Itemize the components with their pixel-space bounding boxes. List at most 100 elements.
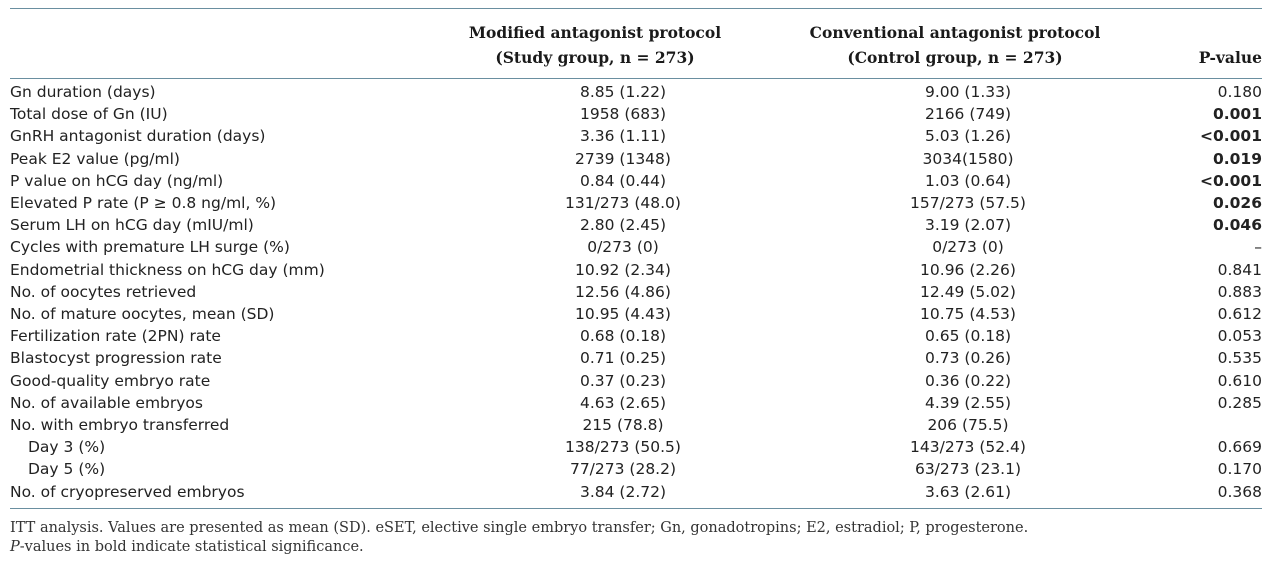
table-row: Fertilization rate (2PN) rate 0.68 (0.18)… — [10, 325, 1262, 347]
row-label: Gn duration (days) — [10, 83, 156, 101]
row-label: No. of available embryos — [10, 393, 203, 412]
control-value: 0/273 (0) — [932, 238, 1004, 257]
study-value: 8.85 (1.22) — [579, 83, 667, 101]
p-value: 0.026 — [1212, 194, 1262, 213]
p-value: 0.368 — [1217, 482, 1262, 501]
study-header-line1: Modified antagonist protocol — [468, 23, 722, 42]
study-value: 12.56 (4.86) — [575, 282, 671, 301]
p-value: 0.170 — [1217, 460, 1262, 479]
p-value: 0.669 — [1217, 438, 1262, 457]
control-value: 10.75 (4.53) — [920, 305, 1016, 324]
row-label: Total dose of Gn (IU) — [10, 105, 168, 124]
control-value: 9.00 (1.33) — [924, 83, 1012, 101]
control-value: 5.03 (1.26) — [924, 127, 1012, 146]
p-value: 0.001 — [1212, 105, 1262, 124]
control-value: 3.63 (2.61) — [924, 482, 1012, 501]
results-table: Gn duration (days) 8.85 (1.22) 9.00 (1.33)… — [10, 81, 1262, 503]
p-value: 0.180 — [1217, 83, 1262, 101]
p-value: <0.001 — [1199, 127, 1262, 146]
study-value: 1958 (683) — [579, 105, 667, 124]
study-value: 10.92 (2.34) — [575, 260, 671, 279]
study-group-header: Modified antagonist protocol (Study grou… — [430, 20, 760, 70]
control-header-line1: Conventional antagonist protocol — [809, 23, 1101, 42]
table-row: Cycles with premature LH surge (%) 0/273 … — [10, 236, 1262, 258]
p-value: – — [1254, 238, 1262, 257]
table-row: Good-quality embryo rate 0.37 (0.23) 0.36 … — [10, 370, 1262, 392]
p-value: 0.612 — [1217, 305, 1262, 324]
row-label: Good-quality embryo rate — [10, 371, 211, 390]
row-label: Day 5 (%) — [28, 460, 106, 479]
control-value: 0.73 (0.26) — [924, 349, 1012, 368]
control-value: 3.19 (2.07) — [924, 216, 1012, 235]
control-value: 4.39 (2.55) — [924, 393, 1012, 412]
header-rule — [10, 78, 1262, 79]
p-value: 0.535 — [1217, 349, 1262, 368]
study-value: 10.95 (4.43) — [575, 305, 671, 324]
table-row: Gn duration (days) 8.85 (1.22) 9.00 (1.33)… — [10, 81, 1262, 103]
study-value: 77/273 (28.2) — [569, 460, 677, 479]
study-value: 0.37 (0.23) — [579, 371, 667, 390]
study-value: 0/273 (0) — [587, 238, 659, 257]
control-value: 0.65 (0.18) — [924, 327, 1012, 346]
row-label: Endometrial thickness on hCG day (mm) — [10, 260, 325, 279]
row-label: Cycles with premature LH surge (%) — [10, 238, 290, 257]
study-value: 131/273 (48.0) — [565, 194, 681, 213]
p-value — [1148, 414, 1262, 436]
table-row: GnRH antagonist duration (days) 3.36 (1.1… — [10, 125, 1262, 147]
top-rule — [10, 8, 1262, 9]
table-row: No. with embryo transferred 215 (78.8) 206… — [10, 414, 1262, 436]
table-footnote: ITT analysis. Values are presented as me… — [10, 519, 1260, 557]
p-value: 0.046 — [1212, 216, 1262, 235]
p-value: 0.841 — [1217, 260, 1262, 279]
row-label: Elevated P rate (P ≥ 0.8 ng/ml, %) — [10, 194, 277, 213]
control-value: 157/273 (57.5) — [910, 194, 1026, 213]
control-value: 10.96 (2.26) — [920, 260, 1016, 279]
row-label: Peak E2 value (pg/ml) — [10, 149, 180, 168]
study-value: 3.36 (1.11) — [579, 127, 667, 146]
p-value: 0.883 — [1217, 282, 1262, 301]
row-label: No. of oocytes retrieved — [10, 282, 197, 301]
study-header-line2: (Study group, n = 273) — [495, 48, 695, 67]
table-row: Endometrial thickness on hCG day (mm) 10.… — [10, 259, 1262, 281]
bottom-rule — [10, 508, 1262, 509]
row-label: Day 3 (%) — [28, 438, 106, 457]
table-row: Total dose of Gn (IU) 1958 (683) 2166 (749… — [10, 103, 1262, 125]
results-table-body: Gn duration (days) 8.85 (1.22) 9.00 (1.33)… — [10, 81, 1262, 503]
table-row: No. of cryopreserved embryos 3.84 (2.72) 3… — [10, 481, 1262, 503]
row-label: P value on hCG day (ng/ml) — [10, 171, 224, 190]
study-value: 2.80 (2.45) — [579, 216, 667, 235]
footnote-line1: ITT analysis. Values are presented as me… — [10, 520, 1029, 536]
row-label: No. with embryo transferred — [10, 416, 230, 435]
control-value: 63/273 (23.1) — [914, 460, 1022, 479]
study-value: 0.84 (0.44) — [579, 171, 667, 190]
row-label: No. of mature oocytes, mean (SD) — [10, 305, 275, 324]
footnote-line2-text: -values in bold indicate statistical sig… — [19, 539, 364, 555]
row-label: Fertilization rate (2PN) rate — [10, 327, 221, 346]
control-value: 3034(1580) — [922, 149, 1014, 168]
p-value: 0.053 — [1217, 327, 1262, 346]
control-group-header: Conventional antagonist protocol (Contro… — [775, 20, 1135, 70]
p-value: 0.019 — [1212, 149, 1262, 168]
control-value: 0.36 (0.22) — [924, 371, 1012, 390]
row-label: Blastocyst progression rate — [10, 349, 222, 368]
table-row: Blastocyst progression rate 0.71 (0.25) 0.… — [10, 347, 1262, 369]
study-value: 3.84 (2.72) — [579, 482, 667, 501]
control-value: 143/273 (52.4) — [910, 438, 1026, 457]
p-value: <0.001 — [1199, 171, 1262, 190]
table-row: No. of oocytes retrieved 12.56 (4.86) 12.4… — [10, 281, 1262, 303]
control-header-line2: (Control group, n = 273) — [847, 48, 1063, 67]
control-value: 2166 (749) — [924, 105, 1012, 124]
row-label: GnRH antagonist duration (days) — [10, 127, 266, 146]
study-value: 2739 (1348) — [575, 149, 671, 168]
study-value: 215 (78.8) — [582, 416, 664, 435]
row-label: Serum LH on hCG day (mIU/ml) — [10, 216, 254, 235]
row-label: No. of cryopreserved embryos — [10, 482, 245, 501]
table-row: Elevated P rate (P ≥ 0.8 ng/ml, %) 131/27… — [10, 192, 1262, 214]
control-value: 1.03 (0.64) — [924, 171, 1012, 190]
pvalue-header: P-value — [1198, 48, 1262, 67]
footnote-p-italic: P — [10, 539, 20, 555]
table-row: P value on hCG day (ng/ml) 0.84 (0.44) 1.0… — [10, 170, 1262, 192]
table-row: No. of mature oocytes, mean (SD) 10.95 (4… — [10, 303, 1262, 325]
study-value: 138/273 (50.5) — [565, 438, 681, 457]
